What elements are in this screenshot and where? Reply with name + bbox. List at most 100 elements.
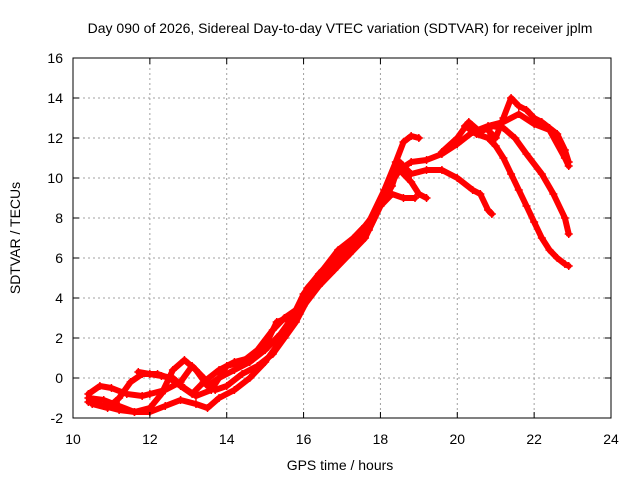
data-point — [537, 118, 546, 126]
data-point — [161, 386, 170, 394]
data-point — [280, 334, 289, 342]
data-point — [560, 214, 569, 222]
data-point — [84, 390, 93, 398]
y-tick-label: 16 — [47, 50, 63, 66]
data-point — [349, 234, 358, 242]
data-point — [437, 148, 446, 156]
x-tick-label: 16 — [296, 431, 312, 447]
data-point — [545, 124, 554, 132]
data-point — [491, 134, 500, 142]
data-point — [238, 358, 247, 366]
data-point — [115, 402, 124, 410]
data-point — [364, 218, 373, 226]
data-point — [230, 366, 239, 374]
data-point — [484, 134, 493, 142]
x-tick-label: 20 — [449, 431, 465, 447]
series-line — [485, 95, 572, 165]
data-point — [207, 386, 216, 394]
data-point — [134, 368, 143, 376]
data-point — [314, 282, 323, 290]
data-point — [176, 396, 185, 404]
data-point — [199, 378, 208, 386]
data-point — [253, 346, 262, 354]
y-tick-label: 2 — [55, 330, 63, 346]
data-point — [472, 130, 481, 138]
y-axis-label: SDTVAR / TECUs — [7, 182, 23, 294]
data-point — [334, 246, 343, 254]
data-point — [564, 230, 573, 238]
data-point — [460, 122, 469, 130]
data-point — [464, 118, 473, 126]
data-point — [564, 262, 573, 270]
data-point — [537, 170, 546, 178]
data-point — [88, 400, 97, 408]
data-point — [407, 170, 416, 178]
data-point — [387, 182, 396, 190]
data-point — [180, 356, 189, 364]
data-point — [507, 94, 516, 102]
series-track-7 — [460, 122, 573, 270]
data-point — [514, 186, 523, 194]
data-point — [222, 362, 231, 370]
x-tick-label: 18 — [373, 431, 389, 447]
data-point — [168, 366, 177, 374]
data-point — [407, 158, 416, 166]
data-point — [411, 194, 420, 202]
data-point — [560, 146, 569, 154]
y-tick-label: -2 — [51, 410, 64, 426]
data-point — [487, 122, 496, 130]
series-track-8 — [484, 94, 573, 166]
data-point — [276, 330, 285, 338]
data-point — [157, 372, 166, 380]
data-point — [361, 234, 370, 242]
data-point — [203, 404, 212, 412]
y-tick-label: 4 — [55, 290, 63, 306]
data-point — [491, 142, 500, 150]
data-point — [564, 158, 573, 166]
data-point — [422, 156, 431, 164]
chart-title: Day 090 of 2026, Sidereal Day-to-day VTE… — [88, 20, 593, 36]
data-point — [484, 126, 493, 134]
data-point — [476, 190, 485, 198]
data-point — [530, 218, 539, 226]
data-point — [510, 134, 519, 142]
x-tick-label: 12 — [142, 431, 158, 447]
data-point — [222, 382, 231, 390]
data-point — [215, 394, 224, 402]
data-point — [391, 158, 400, 166]
data-point — [330, 266, 339, 274]
data-point — [145, 370, 154, 378]
data-point — [399, 194, 408, 202]
data-point — [103, 404, 112, 412]
series-line — [462, 123, 572, 269]
data-point — [99, 396, 108, 404]
data-point — [345, 250, 354, 258]
data-point — [253, 362, 262, 370]
data-point — [380, 186, 389, 194]
data-point — [291, 306, 300, 314]
plot-frame — [72, 57, 612, 419]
data-point — [238, 370, 247, 378]
data-point — [268, 350, 277, 358]
data-point — [399, 138, 408, 146]
series-line — [135, 133, 422, 399]
data-point — [180, 384, 189, 392]
data-point — [145, 404, 154, 412]
data-point — [230, 386, 239, 394]
data-point — [303, 284, 312, 292]
data-point — [115, 394, 124, 402]
data-point — [549, 190, 558, 198]
data-point — [107, 384, 116, 392]
data-point — [268, 326, 277, 334]
data-point — [145, 390, 154, 398]
y-tick-label: 0 — [55, 370, 63, 386]
data-point — [126, 378, 135, 386]
data-point — [453, 174, 462, 182]
data-point — [191, 392, 200, 400]
data-point — [453, 134, 462, 142]
data-point — [280, 314, 289, 322]
data-point — [468, 186, 477, 194]
data-point — [507, 170, 516, 178]
data-point — [407, 132, 416, 140]
